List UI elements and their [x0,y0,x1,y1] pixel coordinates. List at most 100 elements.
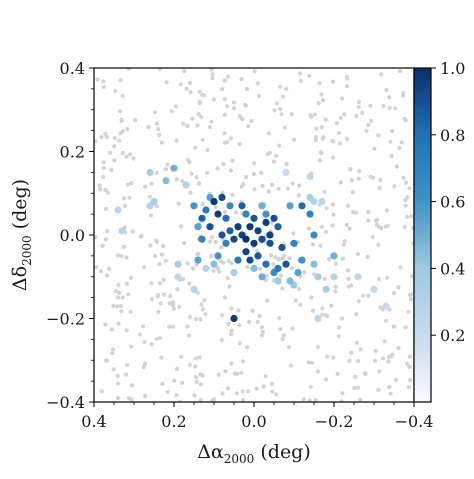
colorbar-tick-label: 0.4 [440,259,465,278]
member-point [198,235,206,243]
background-point [281,253,286,258]
background-point [403,325,408,330]
background-point [157,281,162,286]
background-point [384,208,389,213]
background-point [120,93,125,98]
background-point [309,360,314,365]
background-point [176,201,181,206]
background-point [225,104,230,109]
background-point [228,168,233,173]
background-point [345,136,350,142]
x-tick-label: 0.2 [161,412,186,431]
background-point [249,118,254,124]
background-point [302,270,307,275]
background-point [390,352,395,357]
background-point [154,238,159,243]
background-point [318,243,323,248]
background-point [222,112,227,117]
background-point [255,81,260,86]
background-point [94,139,98,144]
member-point [258,235,266,243]
background-point [125,362,130,368]
background-point [146,125,151,130]
member-point [310,231,318,239]
background-point [197,99,202,105]
background-point [186,333,191,338]
background-point [245,345,250,350]
background-point [273,255,278,260]
background-point [142,340,147,345]
background-point [109,167,114,173]
background-point [310,242,315,247]
x-axis-label-unit: (deg) [254,441,310,463]
background-point [266,189,271,194]
background-point [167,301,172,306]
colorbar-ticks: 0.2 0.4 0.6 0.8 1.0 [431,59,465,345]
background-point [260,333,265,338]
background-point [393,377,398,382]
background-point [339,316,345,321]
background-point [157,262,162,267]
background-point [163,167,168,172]
background-point [128,152,133,157]
background-point [331,79,336,84]
background-point [226,386,231,391]
background-point [330,202,335,207]
background-point [339,399,344,402]
background-point [382,339,387,344]
background-point [182,68,187,74]
background-point [129,344,134,349]
background-point [246,124,251,129]
background-point [331,355,336,360]
background-point [306,226,311,231]
background-point [387,354,392,359]
background-point [259,170,264,175]
background-point [161,243,166,249]
background-point [308,384,313,389]
background-point [174,366,180,371]
background-point [290,326,295,331]
background-point [297,286,302,292]
background-point [293,298,298,303]
background-point [342,112,347,117]
background-point [229,332,234,337]
background-point [154,121,160,126]
background-point [353,210,359,215]
background-point [184,86,189,91]
background-point [185,261,190,266]
background-point [265,298,270,303]
background-point [196,111,201,117]
background-point [125,127,130,132]
background-point [219,87,225,92]
background-point [223,369,228,374]
background-point [118,78,123,83]
background-point [269,381,274,386]
member-stars [114,164,390,323]
background-point [98,187,103,192]
background-point [195,123,200,128]
background-point [188,315,193,320]
background-point [347,358,352,363]
background-point [411,226,414,231]
background-point [157,132,162,138]
background-point [185,324,190,329]
background-point [104,358,110,363]
background-point [372,146,377,151]
background-point [401,175,406,180]
background-point [154,170,159,176]
background-point [403,180,409,185]
background-point [149,297,154,302]
background-point [257,266,262,271]
background-point [169,109,174,114]
background-point [193,364,198,369]
background-point [223,140,228,145]
background-point [255,319,260,325]
background-point [97,183,102,188]
background-point [116,395,121,401]
background-point [261,384,266,389]
background-point [278,273,284,278]
background-point [239,77,244,82]
background-point [112,144,117,149]
background-point [143,393,148,398]
background-point [234,391,239,396]
